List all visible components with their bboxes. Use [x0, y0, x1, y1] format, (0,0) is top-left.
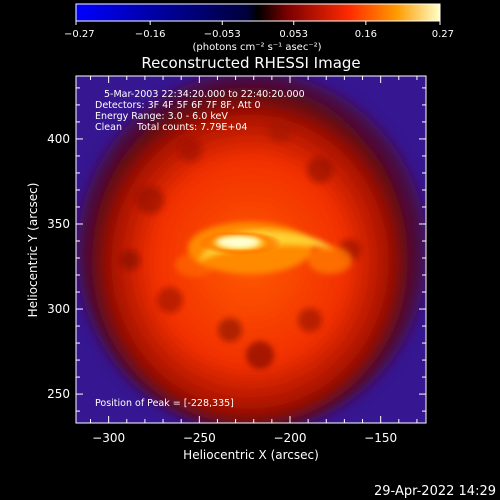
x-tick-label: −300: [92, 431, 125, 445]
heatmap-image: [76, 76, 426, 423]
x-tick-label: −250: [183, 431, 216, 445]
y-tick-label: 400: [47, 132, 70, 146]
y-axis-title: Heliocentric Y (arcsec): [26, 183, 40, 318]
colorbar: [75, 3, 441, 22]
y-tick-label: 250: [47, 387, 70, 401]
timestamp: 29-Apr-2022 14:29: [374, 484, 496, 499]
x-tick-label: −200: [274, 431, 307, 445]
annotation-line: Detectors: 3F 4F 5F 6F 7F 8F, Att 0: [95, 100, 261, 111]
annotation-line: 5-Mar-2003 22:34:20.000 to 22:40:20.000: [104, 89, 305, 100]
colorbar-tick-label: 0.16: [355, 29, 377, 40]
colorbar-tick-label: −0.27: [64, 29, 95, 40]
annotation-line: Clean Total counts: 7.79E+04: [95, 122, 247, 133]
y-tick-label: 350: [47, 217, 70, 231]
colorbar-tick-label: 0.053: [279, 29, 308, 40]
colorbar-tick-label: −0.053: [204, 29, 241, 40]
annotation-line: Energy Range: 3.0 - 6.0 keV: [95, 111, 228, 122]
peak-position-label: Position of Peak = [-228,335]: [95, 398, 234, 409]
colorbar-tick-label: 0.27: [432, 29, 454, 40]
y-tick-label: 300: [47, 302, 70, 316]
x-axis-title: Heliocentric X (arcsec): [183, 448, 319, 462]
x-tick-label: −150: [364, 431, 397, 445]
colorbar-ticks: −0.27 −0.16 −0.053 0.053 0.16 0.27: [64, 21, 454, 40]
colorbar-tick-label: −0.16: [135, 29, 166, 40]
annotation-block: 5-Mar-2003 22:34:20.000 to 22:40:20.000 …: [95, 89, 305, 133]
colorbar-unit-label: (photons cm⁻² s⁻¹ asec⁻²): [192, 42, 321, 53]
x-axis-ticks: −300 −250 −200 −150: [90, 76, 418, 445]
y-axis-ticks: 250 300 350 400: [47, 87, 426, 412]
plot-frame: [75, 75, 427, 424]
chart-title: Reconstructed RHESSI Image: [141, 54, 360, 72]
